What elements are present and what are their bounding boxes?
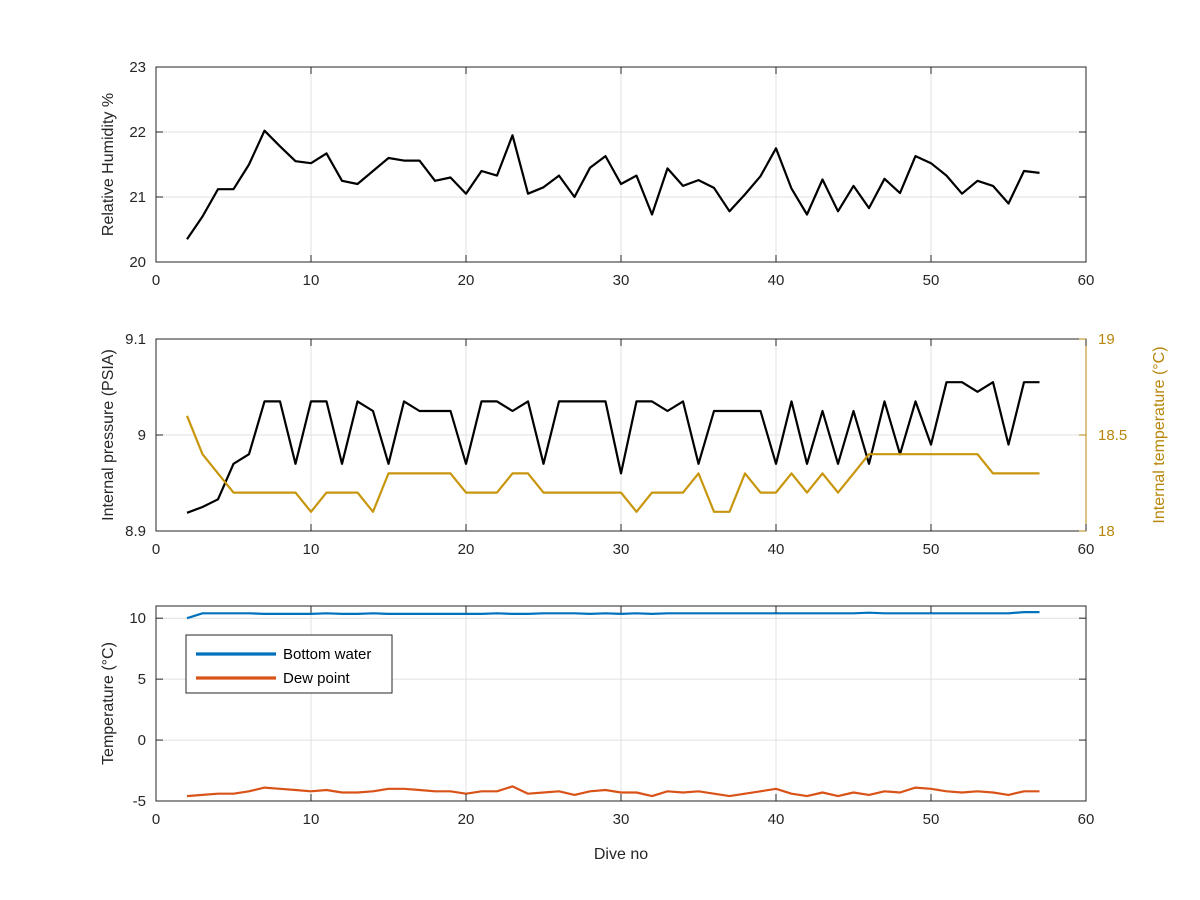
x-tick-label: 10 <box>303 811 320 828</box>
legend-box <box>185 634 393 694</box>
humidity-chart: 0 10 20 30 40 50 60 20 21 22 23 Relative Humidity % <box>100 59 1094 289</box>
series-line-left <box>186 381 1040 514</box>
x-tick-label: 20 <box>458 811 475 828</box>
y-tick-label: 8.9 <box>125 523 146 540</box>
y-right-tick-label: 18 <box>1098 523 1115 540</box>
x-tick-label: 60 <box>1078 541 1095 558</box>
series-line-left <box>186 129 1040 240</box>
x-tick-label: 20 <box>458 272 475 289</box>
y-tick-label: 10 <box>129 610 146 627</box>
x-tick-label: 0 <box>152 811 160 828</box>
temperature-chart: 0 10 20 30 40 50 60 -5 0 5 10 Temperature (°C) Dive … <box>100 605 1095 863</box>
y-tick-label: 21 <box>129 189 146 206</box>
series-line-right <box>185 415 1040 513</box>
y-axis-label: Relative Humidity % <box>100 93 117 236</box>
y-tick-label: 22 <box>129 124 146 141</box>
y-right-tick-label: 18.5 <box>1098 427 1127 444</box>
y-tick-label: 9.1 <box>125 331 146 348</box>
x-axis-label: Dive no <box>594 846 648 863</box>
legend-entry: Bottom water <box>283 646 371 663</box>
y-tick-label: 23 <box>129 59 146 76</box>
series-line-bottom-water <box>186 610 1040 620</box>
x-tick-label: 50 <box>923 541 940 558</box>
pressure-temperature-chart: 0 10 20 30 40 50 60 8.9 9 9.1 18 18.5 19 Internal pre… <box>100 331 1168 558</box>
y-tick-label: 20 <box>129 254 146 271</box>
x-tick-label: 30 <box>613 541 630 558</box>
x-tick-label: 40 <box>768 811 785 828</box>
y-tick-label: -5 <box>133 793 146 810</box>
y-tick-label: 0 <box>138 732 146 749</box>
x-tick-label: 60 <box>1078 272 1095 289</box>
y-tick-label: 5 <box>138 671 146 688</box>
x-tick-label: 40 <box>768 541 785 558</box>
y-right-axis-label: Internal temperature (°C) <box>1151 346 1168 523</box>
x-tick-label: 30 <box>613 811 630 828</box>
y-right-tick-label: 19 <box>1098 331 1115 348</box>
y-axis-label: Internal pressure (PSIA) <box>100 349 117 521</box>
x-tick-label: 50 <box>923 811 940 828</box>
x-tick-label: 50 <box>923 272 940 289</box>
x-tick-label: 10 <box>303 541 320 558</box>
y-tick-label: 9 <box>138 427 146 444</box>
x-tick-label: 40 <box>768 272 785 289</box>
y-axis-label: Temperature (°C) <box>100 642 117 765</box>
x-tick-label: 60 <box>1078 811 1095 828</box>
series-line-dew-point <box>186 785 1040 798</box>
legend: Bottom water Dew point <box>185 634 393 694</box>
x-tick-label: 20 <box>458 541 475 558</box>
x-tick-label: 0 <box>152 272 160 289</box>
legend-entry: Dew point <box>283 670 351 687</box>
x-tick-label: 30 <box>613 272 630 289</box>
x-tick-label: 0 <box>152 541 160 558</box>
x-tick-label: 10 <box>303 272 320 289</box>
